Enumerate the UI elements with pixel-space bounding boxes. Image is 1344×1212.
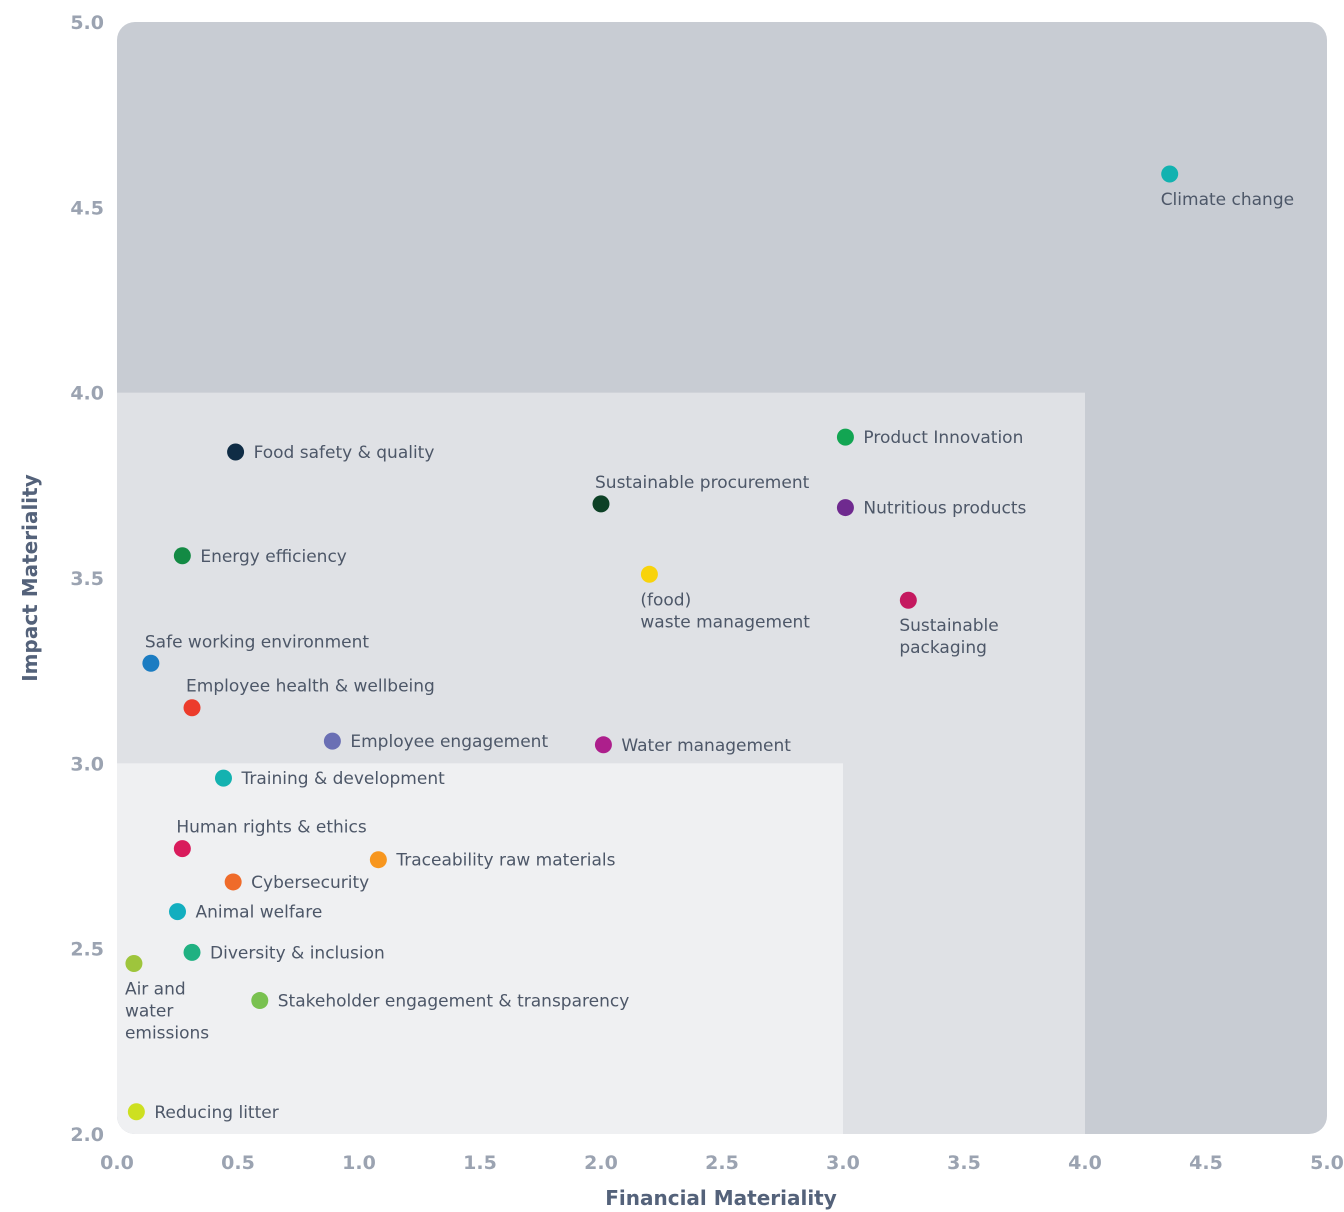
y-tick-label: 3.0 <box>70 753 104 775</box>
data-point <box>369 851 387 869</box>
data-point-label: Air and water emissions <box>125 979 209 1043</box>
x-tick-label: 0.0 <box>100 1152 134 1174</box>
materiality-zones <box>117 22 1327 1134</box>
data-point <box>173 840 191 858</box>
x-tick-label: 5.0 <box>1310 1152 1344 1174</box>
data-point-label: Training & development <box>240 769 445 789</box>
data-point-label: Animal welfare <box>196 903 323 923</box>
data-point-label: Reducing litter <box>154 1103 278 1123</box>
data-point-label: (food) waste management <box>640 590 810 632</box>
x-tick-label: 2.0 <box>584 1152 618 1174</box>
data-points: Climate change Food safety & quality Produ… <box>125 165 1294 1123</box>
x-tick-label: 1.0 <box>342 1152 376 1174</box>
data-point <box>224 873 242 891</box>
data-point <box>142 654 160 672</box>
data-point <box>183 943 201 961</box>
x-axis-title: Financial Materiality <box>605 1186 837 1210</box>
y-tick-label: 4.5 <box>70 197 104 219</box>
x-tick-label: 4.5 <box>1189 1152 1223 1174</box>
x-tick-label: 4.0 <box>1068 1152 1102 1174</box>
x-tick-label: 1.5 <box>463 1152 497 1174</box>
data-point-label: Human rights & ethics <box>176 818 367 838</box>
data-point <box>183 699 201 717</box>
data-point <box>640 565 658 583</box>
y-tick-label: 2.5 <box>70 939 104 961</box>
y-axis-title: Impact Materiality <box>18 474 42 682</box>
data-point <box>899 591 917 609</box>
data-point-label: Energy efficiency <box>200 547 347 567</box>
y-tick-label: 2.0 <box>70 1124 104 1146</box>
y-tick-label: 3.5 <box>70 568 104 590</box>
data-point <box>323 732 341 750</box>
data-point <box>173 547 191 565</box>
data-point-label: Sustainable packaging <box>899 616 998 658</box>
data-point <box>227 443 245 461</box>
data-point-label: Climate change <box>1161 190 1294 210</box>
data-point <box>127 1103 145 1121</box>
y-tick-label: 4.0 <box>70 383 104 405</box>
data-point-label: Employee engagement <box>350 732 548 752</box>
data-point <box>125 954 143 972</box>
data-point-label: Employee health & wellbeing <box>186 677 435 697</box>
data-point <box>251 992 269 1010</box>
x-tick-label: 3.0 <box>826 1152 860 1174</box>
data-point-label: Cybersecurity <box>251 873 369 893</box>
y-tick-label: 5.0 <box>70 12 104 34</box>
x-tick-label: 3.5 <box>947 1152 981 1174</box>
x-axis-ticks: 0.0 0.5 1.0 1.5 2.0 2.5 3.0 3.5 4.0 4.5 5.0 <box>100 1152 1344 1174</box>
data-point <box>594 736 612 754</box>
zone-low-materiality <box>117 763 843 1134</box>
data-point-label: Traceability raw materials <box>395 851 615 871</box>
data-point <box>169 903 186 921</box>
data-point <box>836 499 854 517</box>
data-point-label: Safe working environment <box>145 632 369 652</box>
data-point <box>836 428 854 446</box>
data-point-label: Water management <box>621 736 791 756</box>
data-point-label: Food safety & quality <box>254 443 435 463</box>
data-point-label: Sustainable procurement <box>595 473 810 493</box>
data-point-label: Stakeholder engagement & transparency <box>278 992 630 1012</box>
x-tick-label: 0.5 <box>221 1152 255 1174</box>
data-point-label: Product Innovation <box>863 428 1023 448</box>
data-point <box>1161 165 1179 183</box>
data-point-label: Nutritious products <box>863 499 1026 519</box>
y-axis-ticks: 2.0 2.5 3.0 3.5 4.0 4.5 5.0 <box>70 12 104 1146</box>
data-point <box>592 495 610 513</box>
x-tick-label: 2.5 <box>705 1152 739 1174</box>
data-point-label: Diversity & inclusion <box>210 943 385 963</box>
data-point <box>214 769 232 787</box>
